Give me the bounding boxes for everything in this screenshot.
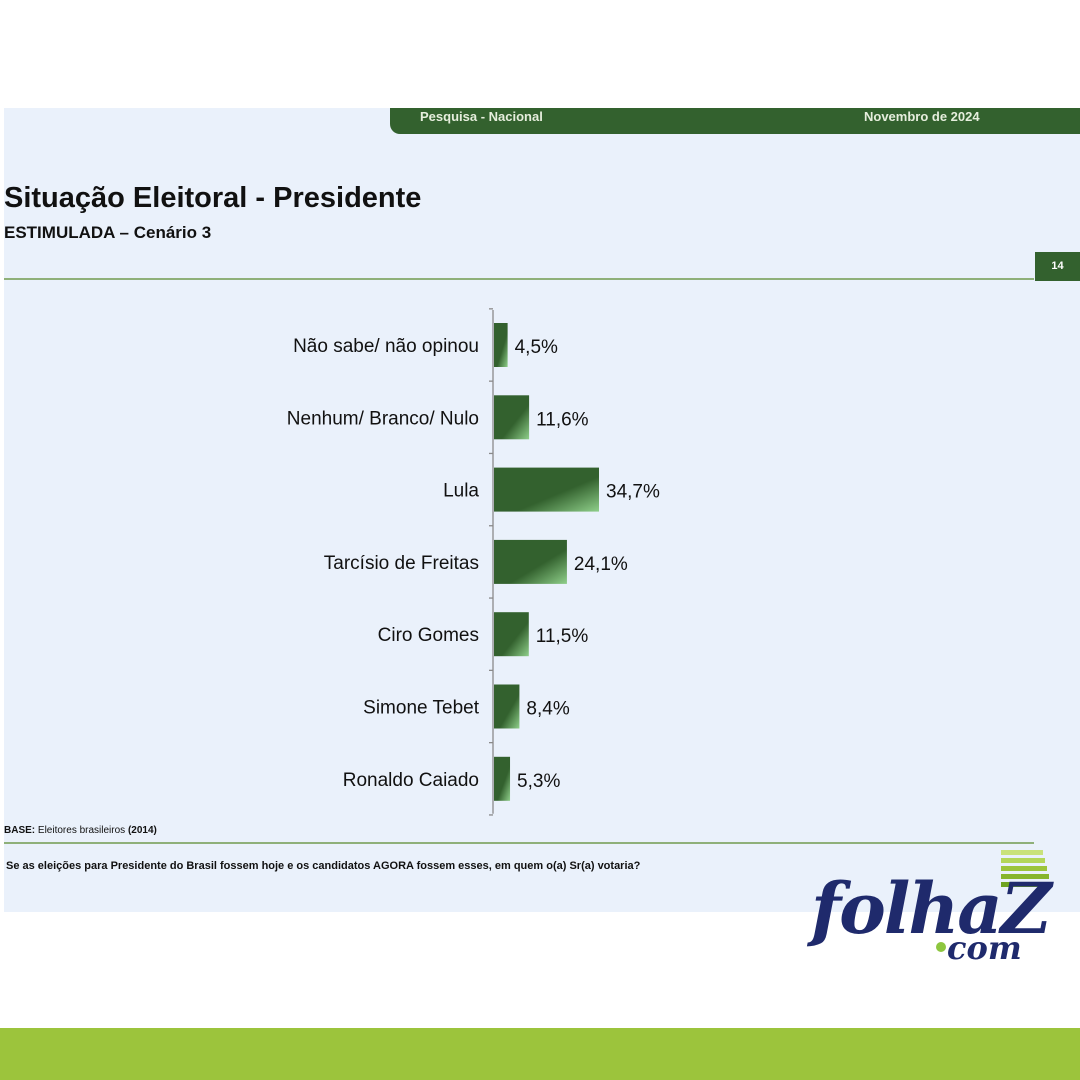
- bar-3: [494, 539, 567, 584]
- bar-1: [494, 395, 530, 440]
- bar-6: [494, 756, 511, 801]
- category-label: Não sabe/ não opinou: [293, 336, 479, 357]
- logo-dotcom: com: [947, 929, 1022, 967]
- category-label: Ronaldo Caiado: [343, 770, 479, 791]
- logo-dot: [936, 942, 946, 952]
- category-label: Nenhum/ Branco/ Nulo: [287, 408, 479, 429]
- bar-2: [494, 467, 599, 512]
- bottom-band: [0, 1028, 1080, 1080]
- logo-stripes-icon: [1001, 850, 1049, 887]
- base-note: BASE: Eleitores brasileiros (2014): [4, 825, 157, 836]
- base-count: (2014): [127, 825, 157, 836]
- value-label: 4,5%: [515, 337, 558, 358]
- category-label: Tarcísio de Freitas: [324, 553, 479, 574]
- separator-line-bottom: [4, 842, 1034, 844]
- date-label: Novembro de 2024: [864, 109, 980, 124]
- value-label: 11,6%: [536, 409, 589, 430]
- survey-label: Pesquisa - Nacional: [420, 109, 543, 124]
- slide: Pesquisa - Nacional Novembro de 2024 Sit…: [4, 108, 1080, 912]
- logo-wordmark: folhaZ: [811, 867, 1052, 950]
- folhaz-logo: folhaZ com: [805, 850, 1065, 980]
- base-label: BASE:: [4, 825, 36, 836]
- category-label: Lula: [443, 481, 479, 502]
- bar-0: [494, 323, 508, 367]
- page-number-badge: 14: [1035, 252, 1080, 281]
- bar-4: [494, 612, 529, 657]
- page-title: Situação Eleitoral - Presidente: [4, 182, 422, 214]
- subtitle: ESTIMULADA – Cenário 3: [4, 223, 212, 242]
- value-label: 11,5%: [536, 626, 589, 647]
- category-label: Simone Tebet: [363, 698, 480, 719]
- value-label: 24,1%: [574, 554, 628, 575]
- header-bar: Pesquisa - Nacional Novembro de 2024: [390, 108, 1080, 134]
- separator-line: [4, 278, 1034, 280]
- value-label: 5,3%: [517, 771, 560, 792]
- value-label: 34,7%: [606, 482, 660, 503]
- bar-chart: Não sabe/ não opinou 4,5% Nenhum/ Branco/ …: [287, 308, 660, 816]
- category-label: Ciro Gomes: [378, 625, 479, 646]
- value-label: 8,4%: [526, 699, 569, 720]
- survey-question: Se as eleições para Presidente do Brasil…: [6, 860, 641, 872]
- base-text: Eleitores brasileiros: [37, 825, 126, 836]
- bar-5: [494, 684, 520, 729]
